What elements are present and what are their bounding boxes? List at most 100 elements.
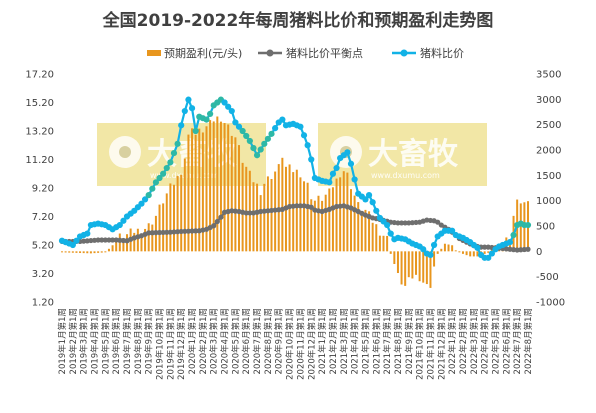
profit-bar [270, 178, 273, 252]
profit-bar [187, 134, 190, 252]
breakeven-point [294, 203, 300, 209]
breakeven-point [435, 219, 441, 225]
profit-bar [238, 145, 241, 252]
x-tick-label: 2019年7月第1周 [122, 308, 133, 374]
profit-bar [422, 251, 425, 283]
ratio-point [188, 105, 196, 112]
profit-bar [241, 162, 244, 252]
left-tick-label: 9.20 [32, 184, 54, 195]
ratio-point [141, 196, 149, 203]
profit-bar [407, 251, 410, 278]
profit-bar [411, 251, 414, 279]
ratio-point [239, 127, 246, 135]
x-tick-label: 2019年3月第1周 [79, 308, 90, 374]
ratio-point [300, 132, 308, 139]
x-tick-label: 2020年12月第1周 [306, 308, 317, 380]
x-tick-label: 2020年10月第1周 [285, 308, 296, 380]
profit-bar [461, 251, 464, 254]
profit-bar [454, 250, 457, 252]
profit-bar [342, 171, 345, 252]
x-tick-label: 2022年4月第1周 [480, 308, 491, 374]
ratio-point [347, 160, 355, 167]
left-tick-label: 17.20 [25, 70, 54, 81]
x-tick-label: 2021年1月第1周 [317, 308, 328, 374]
left-tick-label: 5.20 [32, 241, 54, 252]
profit-bar [201, 132, 204, 252]
profit-bar [443, 243, 446, 252]
ratio-point [474, 244, 481, 251]
x-tick-label: 2019年6月第1周 [111, 308, 122, 374]
profit-bar [335, 178, 338, 252]
profit-bar [227, 124, 230, 252]
profit-bar [451, 245, 454, 252]
profit-bar [136, 228, 139, 252]
x-tick-label: 2019年4月第1周 [90, 308, 101, 374]
profit-bar [378, 235, 381, 252]
ratio-point [351, 176, 358, 183]
x-tick-label: 2022年2月第1周 [458, 308, 469, 374]
breakeven-point [395, 220, 401, 226]
profit-bar [223, 123, 226, 252]
ratio-point [488, 250, 495, 257]
ratio-point [156, 174, 163, 182]
ratio-point [203, 116, 210, 123]
x-tick-label: 2020年5月第1周 [230, 308, 241, 374]
profit-bar [360, 211, 363, 252]
x-tick-label: 2022年5月第1周 [491, 308, 502, 374]
ratio-point [138, 200, 145, 207]
profit-bar [144, 228, 147, 252]
watermark-left-logo-core [119, 146, 131, 158]
profit-bar [440, 248, 443, 252]
x-tick-label: 2021年3月第1周 [339, 308, 350, 374]
right-axis: -1000 -500 0 500 1000 1500 2000 2500 3000 3500 [536, 70, 565, 309]
left-tick-label: 13.20 [25, 127, 54, 138]
profit-bar [64, 251, 67, 253]
profit-bar [281, 157, 284, 252]
profit-bar [382, 235, 385, 252]
ratio-point [167, 159, 174, 166]
profit-bar [180, 174, 183, 252]
profit-bar [82, 251, 85, 254]
profit-bar [310, 199, 313, 252]
ratio-point [145, 192, 152, 199]
profit-bar [436, 251, 439, 254]
x-tick-label: 2021年2月第1周 [328, 308, 339, 374]
ratio-point [369, 199, 376, 206]
ratio-point [485, 254, 492, 261]
x-tick-label: 2021年5月第1周 [360, 308, 371, 374]
profit-bar [364, 209, 367, 252]
ratio-point [170, 149, 178, 157]
profit-bar [183, 158, 186, 252]
profit-bar [162, 203, 165, 252]
ratio-point [344, 149, 351, 156]
left-axis: 1.20 3.20 5.20 7.20 9.20 11.20 13.20 15.20 17.20 [25, 70, 54, 309]
profit-bar [393, 251, 396, 264]
profit-bar [219, 121, 222, 252]
profit-bar [205, 126, 208, 252]
profit-bar [172, 184, 175, 252]
profit-bar [191, 128, 194, 252]
ratio-point [373, 207, 380, 214]
ratio-point [449, 227, 456, 234]
legend-marker-breakeven [266, 49, 274, 57]
ratio-point [326, 179, 333, 186]
ratio-point [420, 246, 427, 253]
right-tick-label: 0 [536, 247, 542, 258]
x-tick-label: 2020年1月第1周 [187, 308, 198, 374]
right-tick-label: 2000 [536, 146, 561, 157]
x-tick-label: 2021年7月第1周 [382, 308, 393, 374]
profit-bar [429, 251, 432, 288]
ratio-point [430, 241, 438, 249]
legend-label-ratio: 猪料比价 [420, 46, 464, 60]
profit-bar [483, 251, 486, 254]
profit-bar [176, 176, 179, 252]
ratio-point [73, 237, 80, 244]
profit-bar [71, 251, 74, 253]
right-tick-label: 500 [536, 222, 555, 233]
breakeven-point [525, 246, 531, 252]
breakeven-point [211, 223, 217, 229]
profit-bar [418, 251, 421, 282]
profit-bar [425, 251, 428, 285]
profit-bar [313, 200, 316, 252]
